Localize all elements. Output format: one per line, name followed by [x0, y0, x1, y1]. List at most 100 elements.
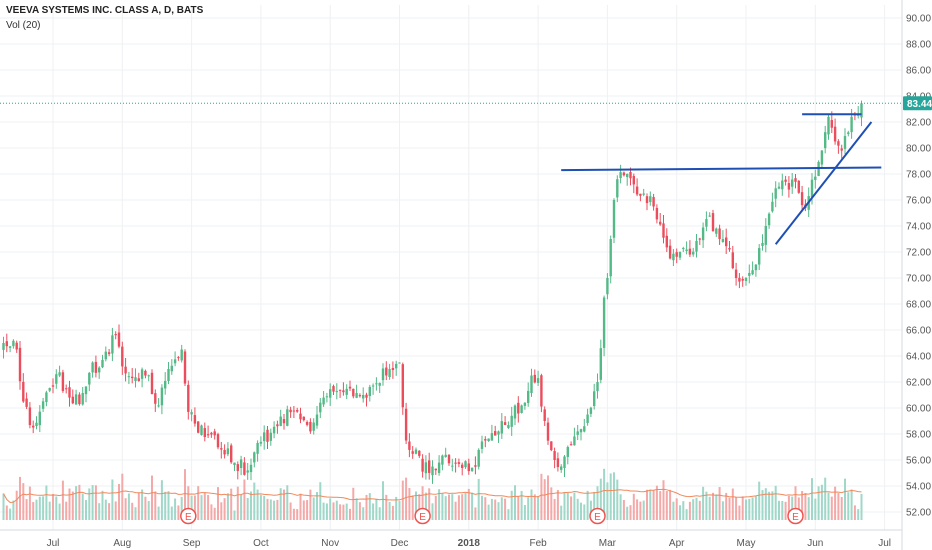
- earnings-marker[interactable]: E: [589, 507, 606, 525]
- candle-body: [71, 396, 74, 404]
- price-tick-label: 82.00: [906, 118, 931, 129]
- candle: [276, 420, 279, 434]
- candle-body: [672, 253, 675, 261]
- volume-bar: [355, 498, 358, 520]
- candle: [853, 111, 857, 121]
- volume-bar: [444, 496, 447, 520]
- candle-body: [622, 172, 626, 176]
- candle: [480, 435, 484, 454]
- volume-bar: [32, 502, 35, 520]
- price-axis[interactable]: 52.00 54.00 56.00 58.00 60.00 62.00 64.00 66.00…: [906, 14, 931, 519]
- candle: [325, 392, 329, 403]
- candle: [51, 378, 55, 394]
- candle: [583, 418, 586, 433]
- volume-bar: [613, 472, 615, 520]
- trendline-rising-support[interactable]: [774, 121, 873, 245]
- volume-bar: [698, 500, 701, 520]
- candle: [243, 457, 246, 476]
- earnings-marker[interactable]: E: [180, 507, 197, 525]
- trendline-resistance[interactable]: [561, 166, 882, 172]
- grid-layer: [0, 0, 903, 550]
- candle-body: [355, 392, 358, 398]
- volume-bar: [583, 504, 586, 520]
- volume-bar: [748, 498, 751, 520]
- volume-bar: [418, 494, 421, 520]
- volume-bar: [137, 493, 140, 520]
- volume-bar: [652, 490, 655, 520]
- candle: [477, 448, 480, 470]
- volume-bar: [606, 482, 609, 520]
- candle: [249, 458, 253, 481]
- volume-bar: [160, 480, 163, 520]
- candle: [233, 462, 236, 472]
- candle: [490, 424, 494, 441]
- volume-bar: [794, 486, 797, 520]
- candle-body: [553, 451, 556, 460]
- volume-bar: [811, 478, 813, 520]
- volume-bar: [451, 494, 454, 520]
- volume-bar: [599, 478, 602, 520]
- volume-bar: [434, 495, 437, 520]
- volume-bar: [124, 498, 127, 520]
- volume-bar: [431, 503, 434, 520]
- candle-body: [164, 380, 167, 389]
- volume-bar: [180, 496, 183, 520]
- candle: [744, 276, 748, 286]
- last-price-badge: [903, 96, 932, 111]
- volume-bar: [329, 498, 332, 520]
- candle-body: [418, 450, 421, 456]
- trendline-layer[interactable]: [561, 113, 882, 245]
- candle-body: [38, 411, 41, 426]
- earnings-marker[interactable]: E: [414, 507, 431, 525]
- candle: [550, 441, 553, 452]
- candle: [540, 373, 543, 413]
- volume-bar: [131, 502, 134, 520]
- volume-bar: [636, 499, 639, 520]
- volume-indicator-label[interactable]: Vol (20): [6, 20, 40, 31]
- candle-body: [256, 442, 259, 454]
- candle-body: [18, 347, 22, 382]
- candle-body: [461, 464, 464, 468]
- candle: [137, 372, 140, 382]
- candle-body: [434, 468, 437, 471]
- candle-body: [655, 207, 659, 220]
- volume-bar: [246, 497, 249, 520]
- candle-body: [216, 434, 220, 448]
- candle-body: [530, 375, 533, 393]
- volume-bar: [778, 500, 780, 520]
- volume-bar: [200, 495, 203, 520]
- volume-bar: [672, 501, 675, 520]
- candle-body: [8, 346, 12, 348]
- volume-bar: [114, 501, 117, 520]
- volume-bar: [530, 489, 533, 520]
- volume-bar: [184, 469, 186, 520]
- volume-bar: [448, 494, 450, 520]
- volume-bar: [787, 495, 790, 520]
- candle-body: [708, 215, 711, 217]
- candle-body: [840, 148, 843, 151]
- last-price-badge-layer: 83.44: [0, 96, 932, 111]
- candle-body: [98, 367, 101, 373]
- candle-body: [365, 394, 368, 398]
- candle: [484, 436, 487, 448]
- candle-body: [319, 402, 322, 413]
- time-axis[interactable]: Jul Aug Sep Oct Nov Dec 2018 Feb Mar Apr May Jun Jul: [47, 538, 891, 549]
- volume-bar: [807, 497, 810, 520]
- candle: [619, 164, 622, 184]
- volume-bar: [540, 473, 543, 520]
- candle-body: [659, 221, 662, 225]
- volume-bar: [345, 503, 348, 520]
- candle: [820, 149, 824, 168]
- earnings-marker[interactable]: E: [787, 507, 804, 525]
- volume-bar: [382, 481, 384, 520]
- volume-bar: [639, 501, 642, 520]
- candle-body: [464, 461, 467, 468]
- candle-body: [338, 389, 342, 391]
- candle: [385, 361, 388, 381]
- candle-body: [371, 385, 375, 387]
- candle-body: [51, 385, 55, 387]
- candle-body: [206, 434, 210, 436]
- candle: [424, 455, 428, 480]
- volume-bar: [22, 483, 25, 520]
